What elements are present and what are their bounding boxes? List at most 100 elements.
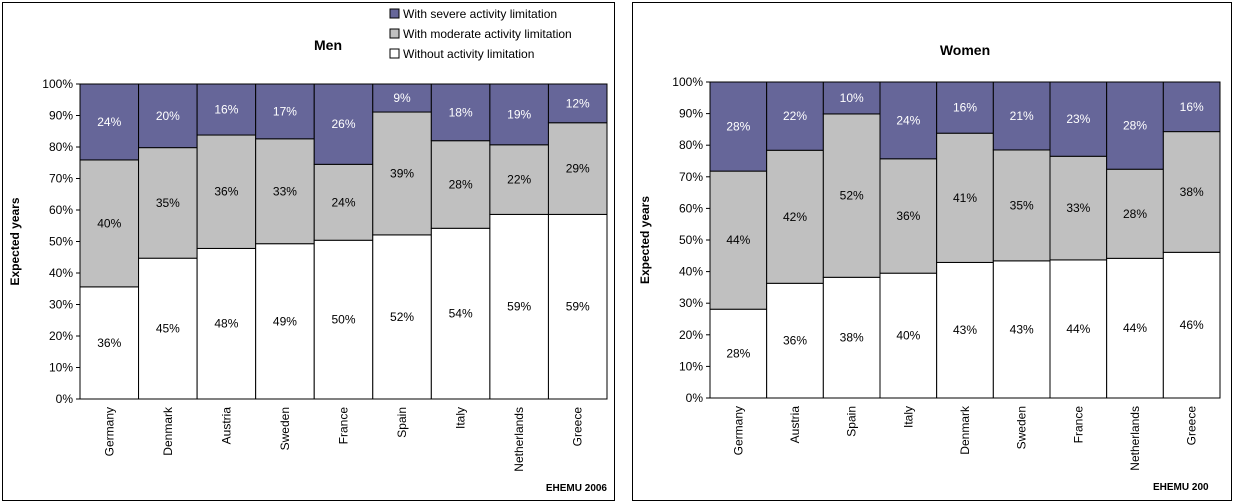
women-bar-label-moderate: 41% [953,191,977,205]
men-bar-label-without: 54% [449,307,473,321]
women-bar-label-without: 44% [1123,321,1147,335]
legend-label-severe: With severe activity limitation [403,7,557,21]
women-x-tick-label: France [1071,406,1085,444]
men-bar-label-moderate: 24% [331,195,355,209]
women-y-tick-label: 80% [679,138,703,152]
women-y-tick-label: 40% [679,265,703,279]
men-bar-label-severe: 24% [97,115,121,129]
women-bar-label-severe: 21% [1010,109,1034,123]
women-bar-label-without: 43% [953,323,977,337]
men-x-tick-label: Austria [219,407,233,445]
legend-label-without: Without activity limitation [403,47,534,61]
men-y-tick-label: 40% [49,266,73,280]
women-y-tick-label: 20% [679,328,703,342]
women-x-tick-label: Sweden [1015,406,1029,449]
women-x-tick-label: Spain [845,406,859,437]
women-x-tick-label: Denmark [958,405,972,455]
men-bar-label-severe: 19% [507,107,531,121]
men-bar-label-moderate: 22% [507,173,531,187]
women-y-tick-label: 90% [679,107,703,121]
men-bar-label-without: 59% [507,300,531,314]
men-bar-label-without: 48% [214,317,238,331]
men-y-tick-label: 90% [49,109,73,123]
women-bar-label-moderate: 44% [726,233,750,247]
men-bar-label-moderate: 29% [566,162,590,176]
men-bar-label-severe: 18% [449,105,473,119]
men-bar-label-without: 59% [566,300,590,314]
women-x-tick-label: Austria [788,406,802,444]
women-y-tick-label: 70% [679,170,703,184]
men-source-label: EHEMU 2006 [546,483,608,494]
men-bar-label-severe: 12% [566,96,590,110]
men-y-tick-label: 50% [49,235,73,249]
women-bar-label-severe: 16% [953,101,977,115]
men-y-tick-label: 10% [49,361,73,375]
men-y-tick-label: 60% [49,203,73,217]
women-x-tick-label: Greece [1185,406,1199,446]
men-x-tick-label: Sweden [278,407,292,450]
women-bar-label-severe: 28% [726,120,750,134]
men-bar-label-moderate: 33% [273,184,297,198]
women-x-tick-label: Italy [901,406,915,428]
legend-swatch-without [390,49,399,58]
women-y-tick-label: 50% [679,233,703,247]
men-bar-label-severe: 20% [156,109,180,123]
men-bar-label-without: 36% [97,336,121,350]
men-chart: MenExpected years0%10%20%30%40%50%60%70%… [3,3,614,500]
women-y-tick-label: 0% [686,391,704,405]
women-bar-label-without: 43% [1010,322,1034,336]
men-bar-label-moderate: 28% [449,177,473,191]
women-y-tick-label: 30% [679,296,703,310]
women-bar-label-without: 46% [1180,318,1204,332]
men-y-tick-label: 70% [49,172,73,186]
men-x-tick-label: Italy [454,407,468,429]
men-bar-label-severe: 16% [214,103,238,117]
men-x-tick-label: Spain [395,407,409,438]
women-bar-label-moderate: 33% [1066,201,1090,215]
men-bar-label-moderate: 39% [390,166,414,180]
men-y-tick-label: 30% [49,298,73,312]
women-bar-label-severe: 24% [896,113,920,127]
men-y-tick-label: 0% [56,392,74,406]
men-bar-label-without: 50% [331,313,355,327]
women-bar-label-without: 36% [783,334,807,348]
men-y-tick-label: 100% [42,77,73,91]
women-chart-title: Women [940,42,990,58]
men-bar-label-without: 45% [156,322,180,336]
men-chart-panel: Men Expected years 0% 10% 20% 30% 40% 50% 60% 70%… [2,2,615,501]
women-chart: Women Expected years 0% 10% 20% 30% 40% 50% 60% 7… [633,3,1231,500]
women-bar-label-moderate: 52% [840,189,864,203]
men-x-tick-label: Denmark [161,406,175,456]
men-bar-label-moderate: 40% [97,216,121,230]
women-bar-label-moderate: 42% [783,210,807,224]
women-bar-label-without: 40% [896,329,920,343]
women-y-tick-label: 100% [672,75,703,89]
women-bar-label-moderate: 35% [1010,198,1034,212]
women-y-tick-label: 60% [679,201,703,215]
men-x-tick-label: Netherlands [512,407,526,472]
men-bar-label-without: 52% [390,310,414,324]
men-bar-label-moderate: 36% [214,185,238,199]
legend-label-moderate: With moderate activity limitation [403,27,572,41]
women-bar-label-without: 28% [726,347,750,361]
men-x-tick-label: Greece [571,407,585,447]
legend-swatch-severe [390,9,399,18]
women-bar-label-severe: 28% [1123,119,1147,133]
women-y-tick-label: 10% [679,359,703,373]
women-y-axis-label: Expected years [638,196,652,284]
women-bar-label-without: 44% [1066,322,1090,336]
women-bar-label-severe: 23% [1066,112,1090,126]
women-chart-panel: Women Expected years 0% 10% 20% 30% 40% 50% 60% 7… [632,2,1232,501]
men-bar-label-moderate: 35% [156,196,180,210]
women-bar-label-moderate: 38% [1180,185,1204,199]
men-bar-label-severe: 26% [331,117,355,131]
women-x-tick-label: Germany [731,406,745,455]
women-bar-label-severe: 16% [1180,100,1204,114]
men-bar-label-severe: 9% [393,91,411,105]
men-y-axis-label: Expected years [8,197,22,285]
women-bar-label-severe: 22% [783,109,807,123]
women-bar-label-severe: 10% [840,91,864,105]
women-bar-label-moderate: 36% [896,209,920,223]
women-bar-label-without: 38% [840,331,864,345]
men-y-tick-label: 80% [49,140,73,154]
